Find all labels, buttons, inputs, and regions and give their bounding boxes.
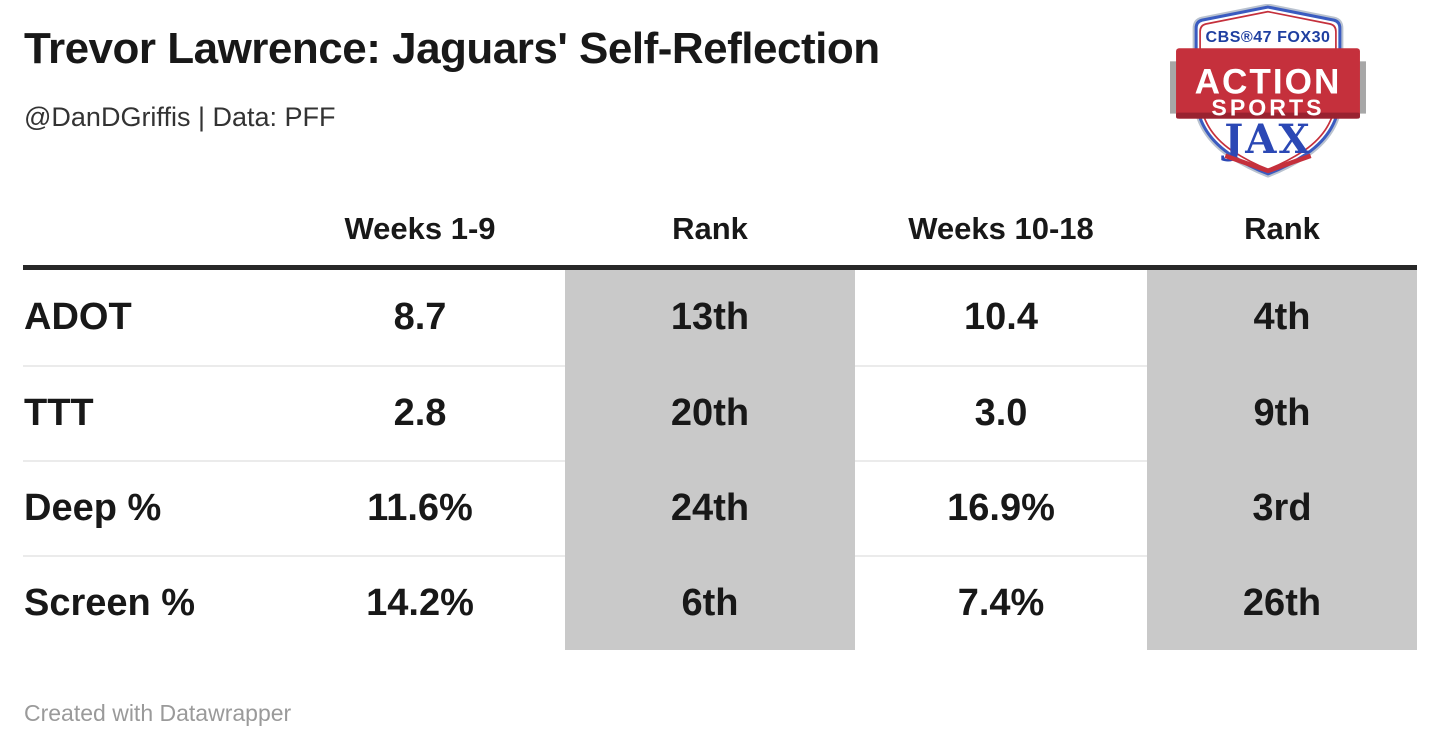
column-header-weeks-10-18: Weeks 10-18 [908,211,1094,246]
column-header-rank-2: Rank [1244,211,1320,246]
column-header-weeks-1-9: Weeks 1-9 [344,211,496,246]
logo-jax-text: JAX [1221,116,1311,163]
logo-action-text: ACTION [1195,63,1342,102]
table-cell: 11.6% [275,460,565,555]
chart-title: Trevor Lawrence: Jaguars' Self-Reflectio… [24,24,880,73]
logo-station-text: CBS®47 FOX30 [1206,28,1331,46]
table-cell: 8.7 [393,296,447,338]
table-cell-rank: 20th [565,365,855,460]
banner-red [1176,48,1360,119]
logo-chevron [1224,153,1312,174]
table-cell-rank: 13th [565,270,855,365]
table-row-adot: ADOT 8.7 13th 10.4 4th [23,270,1417,365]
table-cell: 3.0 [855,365,1147,460]
action-sports-jax-logo: CBS®47 FOX30 ACTION SPORTS JAX [1170,4,1366,178]
table-cell-rank: 24th [565,460,855,555]
column-header-metric [23,193,275,265]
table-cell: 7.4% [855,555,1147,650]
row-label: Deep % [23,460,275,555]
table-row-ttt: TTT 2.8 20th 3.0 9th [23,365,1417,460]
table-cell: 16.9% [855,460,1147,555]
table-cell: 14.2% [275,555,565,650]
table-row-deep-pct: Deep % 11.6% 24th 16.9% 3rd [23,460,1417,555]
header-rule [23,265,1417,270]
table-row-screen-pct: Screen % 14.2% 6th 7.4% 26th [23,555,1417,650]
row-label: ADOT [24,296,132,338]
chart-byline: @DanDGriffis | Data: PFF [24,102,336,132]
stats-table: Weeks 1-9 Rank Weeks 10-18 Rank ADOT 8.7… [23,193,1417,650]
table-cell: 10.4 [964,296,1038,338]
table-cell-rank: 9th [1147,365,1417,460]
table-cell-rank: 3rd [1147,460,1417,555]
table-cell-rank: 6th [565,555,855,650]
column-header-rank-1: Rank [672,211,748,246]
table-cell-rank: 4th [1147,270,1417,365]
row-label: Screen % [23,555,275,650]
row-label: TTT [23,365,275,460]
datawrapper-credit: Created with Datawrapper [24,700,292,726]
banner-red-bottom-edge [1176,112,1360,119]
table-header-row: Weeks 1-9 Rank Weeks 10-18 Rank [23,193,1417,265]
logo-sports-text: SPORTS [1211,95,1324,121]
table-cell-rank: 26th [1147,555,1417,650]
table-cell: 2.8 [275,365,565,460]
